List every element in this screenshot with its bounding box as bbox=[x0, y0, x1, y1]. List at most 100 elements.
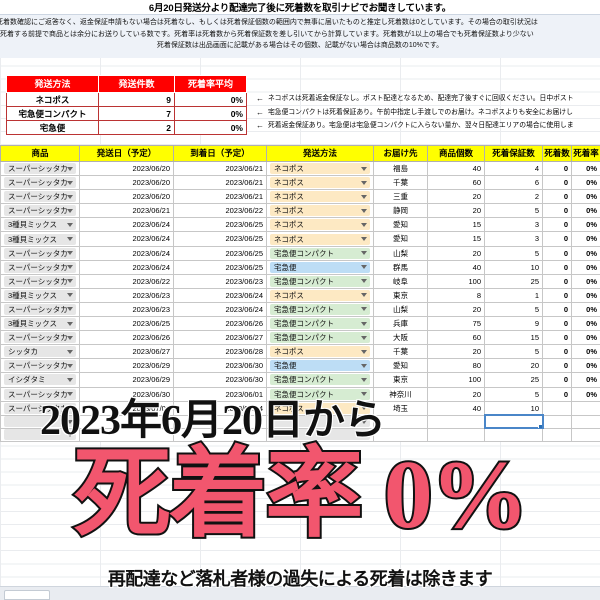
method-dropdown[interactable]: 宅急便コンパクト bbox=[270, 374, 370, 386]
product-dropdown[interactable]: 3種貝ミックス bbox=[4, 318, 76, 330]
cell-quantity[interactable]: 75 bbox=[427, 316, 485, 332]
cell-arrive-date[interactable]: 2023/06/24 bbox=[173, 301, 267, 318]
method-dropdown[interactable]: 宅急便コンパクト bbox=[270, 303, 370, 315]
cell-ship-date[interactable]: 2023/06/22 bbox=[79, 273, 174, 289]
cell-dead-count[interactable]: 0 bbox=[542, 175, 572, 191]
cell-product[interactable]: スーパーシッタカ bbox=[0, 400, 80, 416]
cell-quantity[interactable]: 20 bbox=[427, 386, 485, 402]
cell-product[interactable]: スーパーシッタカ bbox=[0, 330, 80, 346]
product-dropdown[interactable] bbox=[4, 416, 76, 428]
cell-method[interactable]: 宅急便コンパクト bbox=[266, 245, 374, 261]
cell-guarantee[interactable]: 3 bbox=[484, 231, 543, 247]
product-dropdown[interactable]: スーパーシッタカ bbox=[4, 360, 76, 372]
cell-destination[interactable]: 兵庫 bbox=[373, 316, 428, 332]
cell-product[interactable] bbox=[0, 414, 80, 429]
cell-ship-date[interactable]: 2023/06/25 bbox=[79, 316, 174, 332]
cell-arrive-date[interactable]: 2023/06/21 bbox=[173, 160, 267, 177]
cell-ship-date[interactable]: 2023/06/21 bbox=[79, 203, 174, 219]
sheet-tab[interactable] bbox=[4, 590, 50, 600]
cell-ship-date[interactable]: 2023/06/20 bbox=[79, 189, 174, 205]
product-dropdown[interactable]: スーパーシッタカ bbox=[4, 388, 76, 400]
cell-quantity[interactable]: 100 bbox=[427, 273, 485, 289]
cell-guarantee[interactable]: 2 bbox=[484, 189, 543, 205]
table-row[interactable]: 3種貝ミックス 2023/06/23 2023/06/24 ネコポス 東京 8 1 0 0% bbox=[0, 287, 600, 303]
cell-dead-rate[interactable]: 0% bbox=[571, 330, 600, 346]
table-row[interactable]: スーパーシッタカ 2023/06/20 2023/06/21 ネコポス 福島 40 4 0 0% bbox=[0, 160, 600, 177]
cell-product[interactable]: スーパーシッタカ bbox=[0, 189, 80, 205]
product-dropdown[interactable]: 3種貝ミックス bbox=[4, 233, 76, 245]
cell-ship-date[interactable]: 2023/06/30 bbox=[79, 386, 174, 402]
cell-dead-rate[interactable]: 0% bbox=[571, 301, 600, 318]
cell-destination[interactable]: 大阪 bbox=[373, 330, 428, 346]
table-row[interactable]: シッタカ 2023/06/27 2023/06/28 ネコポス 千葉 20 5 0 0% bbox=[0, 344, 600, 360]
cell-dead-count[interactable]: 0 bbox=[542, 316, 572, 332]
method-dropdown[interactable]: ネコポス bbox=[270, 191, 370, 203]
cell-guarantee[interactable]: 20 bbox=[484, 358, 543, 374]
cell-guarantee[interactable]: 3 bbox=[484, 217, 543, 233]
cell-dead-count[interactable]: 0 bbox=[542, 386, 572, 402]
cell-guarantee[interactable]: 4 bbox=[484, 160, 543, 177]
cell-product[interactable]: スーパーシッタカ bbox=[0, 358, 80, 374]
cell-quantity[interactable]: 80 bbox=[427, 358, 485, 374]
sheet-tab-bar[interactable] bbox=[0, 586, 600, 600]
cell-dead-rate[interactable]: 0% bbox=[571, 175, 600, 191]
cell-method[interactable]: ネコポス bbox=[266, 231, 374, 247]
table-row[interactable]: スーパーシッタカ 2023/06/30 2023/06/01 宅急便コンパクト 神奈川 2… bbox=[0, 386, 600, 402]
cell-guarantee[interactable]: 5 bbox=[484, 203, 543, 219]
cell-arrive-date[interactable]: 2023/06/30 bbox=[173, 358, 267, 374]
cell-dead-rate[interactable]: 0% bbox=[571, 358, 600, 374]
cell-destination[interactable]: 山梨 bbox=[373, 245, 428, 261]
cell-product[interactable]: スーパーシッタカ bbox=[0, 175, 80, 191]
cell-dead-rate[interactable] bbox=[571, 400, 600, 416]
product-dropdown[interactable]: スーパーシッタカ bbox=[4, 247, 76, 259]
cell-destination[interactable]: 東京 bbox=[373, 372, 428, 388]
product-dropdown[interactable]: スーパーシッタカ bbox=[4, 177, 76, 189]
cell-guarantee[interactable] bbox=[484, 427, 543, 442]
cell-destination[interactable]: 千葉 bbox=[373, 344, 428, 360]
cell-arrive-date[interactable]: 2023/06/26 bbox=[173, 316, 267, 332]
cell-method[interactable]: 宅急便コンパクト bbox=[266, 330, 374, 346]
cell-ship-date[interactable]: 2023/06/23 bbox=[79, 287, 174, 303]
cell-guarantee[interactable]: 5 bbox=[484, 344, 543, 360]
cell-product[interactable]: スーパーシッタカ bbox=[0, 245, 80, 261]
cell-ship-date[interactable]: 2023/06/24 bbox=[79, 217, 174, 233]
table-row[interactable]: スーパーシッタカ 2023/06/22 2023/06/23 宅急便コンパクト 岐阜 10… bbox=[0, 273, 600, 289]
product-dropdown[interactable]: シッタカ bbox=[4, 346, 76, 358]
cell-arrive-date[interactable] bbox=[173, 427, 267, 442]
cell-product[interactable]: スーパーシッタカ bbox=[0, 386, 80, 402]
cell-quantity[interactable]: 15 bbox=[427, 231, 485, 247]
table-row[interactable]: スーパーシッタカ 2023/06/24 2023/06/25 宅急便コンパクト 山梨 20… bbox=[0, 245, 600, 261]
product-dropdown[interactable]: スーパーシッタカ bbox=[4, 402, 76, 414]
cell-guarantee[interactable]: 5 bbox=[484, 301, 543, 318]
cell-arrive-date[interactable]: 2023/06/22 bbox=[173, 203, 267, 219]
cell-dead-count[interactable]: 0 bbox=[542, 372, 572, 388]
cell-method[interactable]: ネコポス bbox=[266, 287, 374, 303]
table-row[interactable]: スーパーシッタカ 2023/06/20 2023/06/21 ネコポス 三重 20 2 0 0% bbox=[0, 189, 600, 205]
cell-quantity[interactable]: 40 bbox=[427, 400, 485, 416]
cell-dead-rate[interactable]: 0% bbox=[571, 245, 600, 261]
cell-method[interactable]: ネコポス bbox=[266, 160, 374, 177]
cell-quantity[interactable]: 20 bbox=[427, 203, 485, 219]
cell-arrive-date[interactable]: 2023/06/23 bbox=[173, 273, 267, 289]
cell-guarantee[interactable]: 25 bbox=[484, 372, 543, 388]
cell-dead-rate[interactable]: 0% bbox=[571, 189, 600, 205]
method-dropdown[interactable]: ネコポス bbox=[270, 205, 370, 217]
cell-product[interactable]: イシダタミ bbox=[0, 372, 80, 388]
cell-destination[interactable]: 愛知 bbox=[373, 217, 428, 233]
product-dropdown[interactable]: スーパーシッタカ bbox=[4, 163, 76, 175]
cell-destination[interactable]: 岐阜 bbox=[373, 273, 428, 289]
cell-guarantee[interactable]: 10 bbox=[484, 400, 543, 416]
method-dropdown[interactable]: ネコポス bbox=[270, 289, 370, 301]
cell-method[interactable]: 宅急便 bbox=[266, 358, 374, 374]
cell-method[interactable]: ネコポス bbox=[266, 189, 374, 205]
cell-dead-count[interactable]: 0 bbox=[542, 189, 572, 205]
table-row[interactable]: 3種貝ミックス 2023/06/25 2023/06/26 宅急便コンパクト 兵庫 75 9… bbox=[0, 316, 600, 332]
table-row[interactable]: スーパーシッタカ 2023/06/21 2023/06/22 ネコポス 静岡 20 5 0 0% bbox=[0, 203, 600, 219]
cell-method[interactable]: 宅急便コンパクト bbox=[266, 316, 374, 332]
table-row[interactable]: スーパーシッタカ 2023/06/26 2023/06/27 宅急便コンパクト 大阪 60… bbox=[0, 330, 600, 346]
method-dropdown[interactable] bbox=[270, 429, 370, 441]
method-dropdown[interactable]: 宅急便コンパクト bbox=[270, 275, 370, 287]
cell-method[interactable] bbox=[266, 427, 374, 442]
cell-dead-rate[interactable]: 0% bbox=[571, 217, 600, 233]
cell-destination[interactable]: 千葉 bbox=[373, 175, 428, 191]
